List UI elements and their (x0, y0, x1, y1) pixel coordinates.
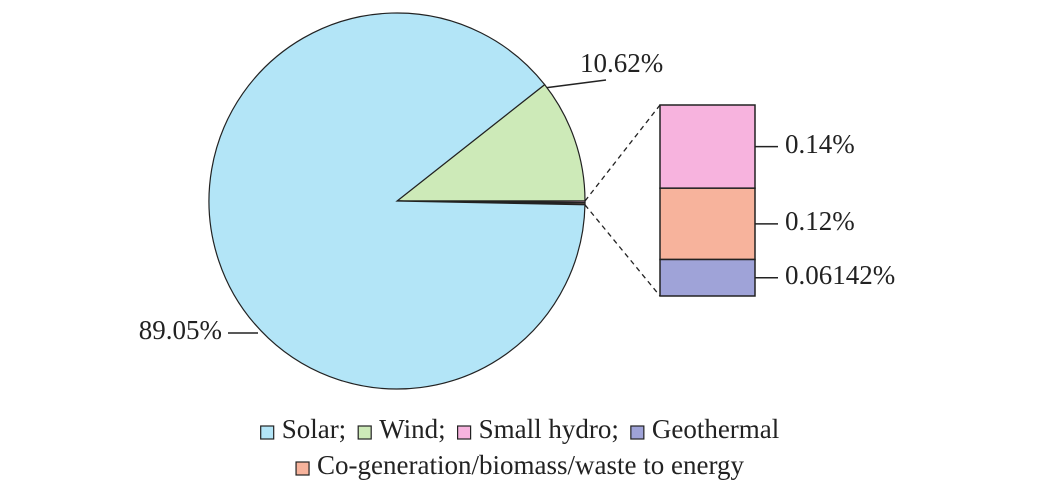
value-label: 10.62% (580, 48, 663, 78)
value-label: 0.06142% (785, 260, 895, 290)
legend-swatch (260, 425, 275, 440)
legend-label: Wind; (379, 414, 445, 444)
connector (584, 104, 661, 202)
pie-slice (395, 83, 586, 202)
value-label: 0.14% (785, 129, 855, 159)
legend-label: Solar; (282, 414, 347, 444)
bar-segment (659, 258, 756, 297)
value-label: 0.12% (785, 206, 855, 236)
pie-slice (208, 12, 586, 390)
legend-swatch (357, 425, 372, 440)
legend-label: Geothermal (652, 414, 779, 444)
leader-line (546, 79, 607, 89)
legend-label: Co-generation/biomass/waste to energy (317, 450, 744, 480)
bar-segment (659, 187, 756, 261)
legend-label: Small hydro; (479, 414, 619, 444)
bar-segment (659, 104, 756, 189)
legend-swatch (295, 461, 310, 476)
connector (584, 204, 661, 297)
legend-swatch (630, 425, 645, 440)
legend-swatch (457, 425, 472, 440)
value-label: 89.05% (139, 315, 222, 345)
